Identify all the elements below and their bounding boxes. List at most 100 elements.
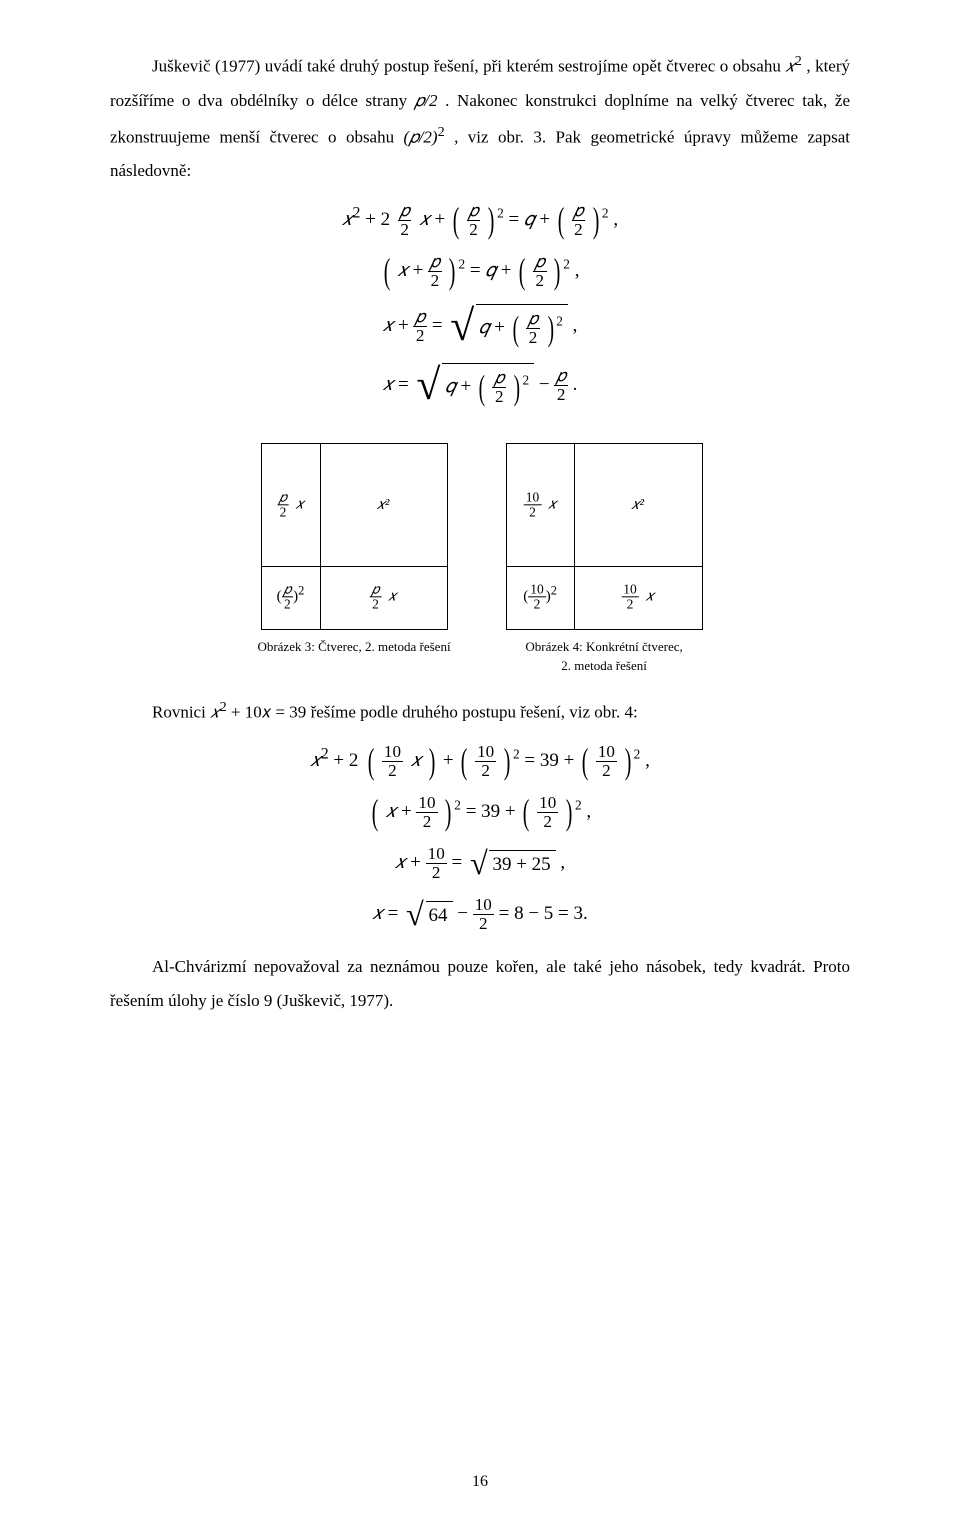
plus: +	[401, 801, 416, 822]
q: 𝑞	[445, 376, 456, 397]
minus: −	[528, 903, 543, 924]
exp: 2	[497, 206, 504, 221]
intro-paragraph: Juškevič (1977) uvádí také druhý postup …	[110, 47, 850, 188]
right-paren: )	[593, 210, 600, 232]
eq: =	[558, 903, 573, 924]
p-over-2: 𝑝/2	[415, 91, 438, 110]
plus: +	[505, 801, 520, 822]
left-paren: (	[368, 751, 375, 773]
eq: =	[466, 801, 481, 822]
right-paren: )	[445, 802, 452, 824]
exp: 2	[795, 53, 802, 69]
equation-8: 𝑥 = √ 64 − 102 = 8 − 5 = 3.	[110, 896, 850, 933]
comma: ,	[645, 750, 650, 771]
plus-2: + 2	[365, 209, 390, 230]
fig4-tr-label: 𝑥²	[631, 496, 644, 514]
equation-2: ( 𝑥 + 𝑝2 )2 = 𝑞 + ( 𝑝2 )2 ,	[110, 253, 850, 290]
plus: +	[461, 376, 476, 397]
caption-line-2: 2. metoda řešení	[561, 658, 647, 673]
right-paren: )	[554, 261, 561, 283]
frac-p-2: 𝑝2	[533, 253, 547, 290]
closing-paragraph: Al-Chvárizmí nepovažoval za neznámou pou…	[110, 950, 850, 1018]
frac-10-2: 102	[382, 743, 403, 780]
x: 𝑥	[310, 750, 321, 771]
frac-p-2: 𝑝2	[428, 253, 442, 290]
exp: 2	[438, 124, 445, 140]
left-paren: (	[582, 751, 589, 773]
right-paren: )	[429, 751, 436, 773]
comma: ,	[573, 315, 578, 336]
left-paren: (	[372, 802, 379, 824]
equation-1: 𝑥2 + 2 𝑝2 𝑥 + ( 𝑝2 )2 = 𝑞 + ( 𝑝2 )2 ,	[110, 202, 850, 239]
num-3: 3	[574, 903, 584, 924]
frac-p-2: 𝑝2	[572, 202, 586, 239]
eq: =	[524, 750, 539, 771]
right-paren: )	[547, 318, 553, 339]
x: 𝑥	[395, 852, 406, 873]
right-paren: )	[624, 751, 631, 773]
eq: =	[470, 260, 485, 281]
frac-p-2: 𝑝2	[492, 369, 506, 406]
left-paren: (	[519, 261, 526, 283]
plus: +	[494, 317, 509, 338]
left-paren: (	[523, 802, 530, 824]
num-5: 5	[544, 903, 554, 924]
p-over-2-sq: (𝑝/2)	[404, 127, 438, 146]
text: řešíme podle druhého postupu řešení, viz…	[311, 702, 638, 721]
exp: 2	[321, 746, 329, 763]
radical-sign: √	[450, 311, 474, 342]
frac-10-2: 102	[596, 743, 617, 780]
plus-10x: + 10𝑥	[231, 702, 276, 721]
x: 𝑥	[411, 750, 422, 771]
frac-p-2: 𝑝2	[554, 367, 568, 404]
minus: −	[539, 374, 554, 395]
radical-sign: √	[416, 370, 440, 401]
x: 𝑥	[383, 315, 394, 336]
frac-10-2: 102	[537, 794, 558, 831]
x: 𝑥	[372, 903, 383, 924]
exp: 2	[522, 372, 529, 387]
eq: =	[388, 903, 403, 924]
x: 𝑥	[419, 209, 430, 230]
fig3-bl-label: (𝑝2)2	[277, 583, 305, 612]
radicand: 𝑞 + ( 𝑝2 )2	[442, 363, 534, 408]
fig4-br-label: 102 𝑥	[621, 583, 654, 612]
exp: 2	[220, 699, 227, 715]
plus: +	[398, 315, 413, 336]
frac-p-2: 𝑝2	[467, 202, 481, 239]
x: 𝑥	[386, 801, 397, 822]
equation-6: ( 𝑥 + 102 )2 = 39 + ( 102 )2 ,	[110, 794, 850, 831]
eq: =	[398, 374, 413, 395]
comma: ,	[575, 260, 580, 281]
q: 𝑞	[479, 317, 490, 338]
fig3-tl-label: 𝑝2 𝑥	[277, 490, 304, 519]
eq: =	[509, 209, 524, 230]
radicand: 39 + 25	[489, 850, 555, 877]
right-paren: )	[449, 261, 456, 283]
text: Juškevič (1977) uvádí také druhý postup …	[152, 57, 785, 76]
var-x: 𝑥	[785, 57, 794, 76]
x: 𝑥	[342, 209, 353, 230]
sqrt: √ 39 + 25	[467, 850, 556, 877]
radical-sign: √	[406, 903, 424, 926]
x: 𝑥	[210, 702, 219, 721]
equation-4: 𝑥 = √ 𝑞 + ( 𝑝2 )2 − 𝑝2 .	[110, 363, 850, 408]
page-number: 16	[0, 1473, 960, 1491]
left-paren: (	[512, 318, 518, 339]
figure-3-box: 𝑝2 𝑥 𝑥² (𝑝2)2 𝑝2 𝑥	[261, 443, 448, 630]
rovnici-paragraph: Rovnici 𝑥2 + 10𝑥 = 39 řešíme podle druhé…	[110, 693, 850, 730]
exp: 2	[563, 257, 570, 272]
equation-5: 𝑥2 + 2 ( 102 𝑥 ) + ( 102 )2 = 39 + ( 102…	[110, 743, 850, 780]
frac-10-2: 102	[426, 845, 447, 882]
figures-row: 𝑝2 𝑥 𝑥² (𝑝2)2 𝑝2 𝑥 Obrázek 3: Čtverec, 2…	[110, 443, 850, 676]
equation-3: 𝑥 + 𝑝2 = √ 𝑞 + ( 𝑝2 )2 ,	[110, 304, 850, 349]
num-8: 8	[514, 903, 524, 924]
sqrt: √ 64	[403, 901, 452, 928]
left-paren: (	[461, 751, 468, 773]
figure-4-caption: Obrázek 4: Konkrétní čtverec, 2. metoda …	[525, 638, 682, 676]
exp: 2	[575, 798, 582, 813]
sqrt: √ 𝑞 + ( 𝑝2 )2	[413, 363, 534, 408]
radicand: 𝑞 + ( 𝑝2 )2	[476, 304, 568, 349]
exp: 2	[353, 205, 361, 222]
q: 𝑞	[524, 209, 535, 230]
